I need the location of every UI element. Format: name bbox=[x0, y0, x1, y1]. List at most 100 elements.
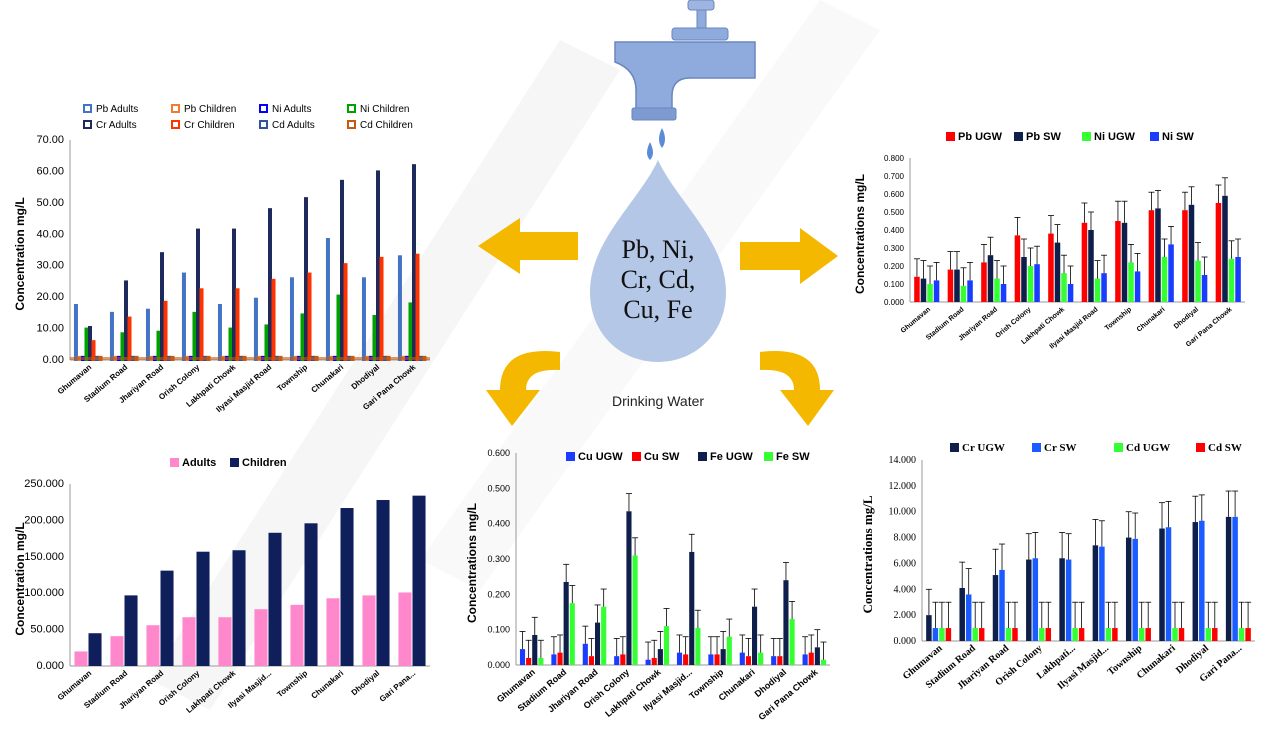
bar bbox=[1112, 628, 1118, 641]
legend-swatch bbox=[171, 120, 180, 129]
metal-list-line: Cu, Fe bbox=[623, 295, 692, 324]
legend-label: Fe SW bbox=[776, 451, 810, 463]
chart-top-right: 0.000 0.100 0.200 0.300 0.400 0.500 0.600 0.700… bbox=[853, 131, 1245, 351]
legend-swatch bbox=[347, 104, 356, 113]
category-label: Ghumavan bbox=[56, 669, 94, 703]
bar bbox=[1225, 516, 1232, 641]
bar bbox=[820, 659, 827, 665]
bar bbox=[254, 609, 268, 666]
bar bbox=[181, 272, 186, 362]
legend-label: Ni UGW bbox=[1094, 131, 1136, 143]
legend-swatch bbox=[764, 452, 773, 461]
bar bbox=[752, 606, 758, 665]
y-tick-label: 100.000 bbox=[24, 587, 64, 599]
bar bbox=[146, 625, 160, 666]
bar bbox=[376, 500, 390, 666]
bar bbox=[218, 617, 232, 666]
y-tick-label: 10.000 bbox=[889, 507, 917, 518]
bar bbox=[264, 324, 269, 361]
bar bbox=[1178, 628, 1185, 641]
y-tick-label: 30.00 bbox=[36, 260, 64, 272]
y-tick-label: 0.300 bbox=[487, 554, 510, 564]
bar bbox=[1067, 284, 1074, 302]
bar bbox=[1212, 628, 1218, 641]
bar bbox=[343, 263, 348, 361]
legend-label: Ni SW bbox=[1162, 131, 1194, 143]
category-label: Dhodiyal bbox=[350, 669, 382, 698]
category-label: Township bbox=[275, 669, 309, 700]
bar bbox=[1125, 537, 1132, 641]
y-axis-label: Concentration mg/L bbox=[13, 522, 27, 635]
legend-swatch bbox=[566, 452, 575, 461]
bar bbox=[1132, 538, 1138, 641]
bar bbox=[720, 649, 726, 665]
bar bbox=[74, 651, 88, 666]
legend-swatch bbox=[946, 132, 955, 141]
bar bbox=[1121, 222, 1128, 302]
bar bbox=[987, 255, 994, 302]
y-tick-label: 10.00 bbox=[36, 323, 64, 335]
legend-label: Adults bbox=[182, 457, 216, 469]
bar bbox=[84, 327, 89, 362]
bar bbox=[1182, 210, 1188, 302]
bar bbox=[253, 297, 258, 362]
bar bbox=[412, 164, 416, 361]
bar bbox=[582, 643, 588, 665]
bar bbox=[967, 280, 973, 302]
metal-list-line: Cr, Cd, bbox=[621, 265, 696, 294]
legend-label: Cr Children bbox=[184, 120, 235, 131]
legend-label: Cr UGW bbox=[962, 442, 1005, 454]
y-tick-label: 0.600 bbox=[487, 448, 510, 458]
category-label: Chunakari bbox=[1136, 306, 1167, 333]
bar bbox=[398, 592, 412, 666]
bar bbox=[1081, 222, 1088, 302]
bar bbox=[325, 238, 330, 361]
bar bbox=[626, 511, 632, 665]
y-tick-label: 0.700 bbox=[884, 172, 905, 181]
chart-bottom-right: 0.000 2.000 4.000 6.000 8.000 10.000 12.000 14.… bbox=[860, 442, 1255, 692]
bar bbox=[1014, 235, 1021, 302]
bar bbox=[1205, 628, 1212, 641]
bar bbox=[1215, 203, 1222, 302]
bar bbox=[777, 656, 783, 665]
bar bbox=[663, 626, 670, 665]
bar bbox=[1034, 264, 1040, 302]
bar bbox=[1161, 257, 1168, 302]
bar bbox=[1165, 527, 1172, 641]
y-tick-label: 0.500 bbox=[884, 208, 905, 217]
bar bbox=[959, 587, 965, 641]
bar bbox=[645, 659, 651, 665]
bar bbox=[972, 628, 978, 641]
bar bbox=[145, 308, 150, 362]
legend-label: Pb UGW bbox=[958, 131, 1003, 143]
bar bbox=[1099, 546, 1105, 641]
category-label: Township bbox=[275, 363, 309, 394]
y-tick-label: 14.000 bbox=[889, 455, 917, 466]
bar bbox=[994, 278, 1000, 302]
bar bbox=[1065, 559, 1072, 641]
bar bbox=[88, 326, 92, 361]
bar bbox=[196, 551, 210, 666]
bar bbox=[789, 619, 795, 665]
legend-swatch bbox=[170, 458, 179, 467]
bar bbox=[412, 495, 426, 666]
bar bbox=[532, 634, 538, 665]
category-label: Dhodiyal bbox=[1173, 306, 1200, 330]
bar bbox=[199, 288, 204, 361]
legend-swatch bbox=[347, 120, 356, 129]
bar bbox=[978, 628, 985, 641]
category-label: Lakhpati Chowk bbox=[603, 666, 663, 719]
bar bbox=[945, 628, 952, 641]
bar bbox=[999, 569, 1005, 641]
y-tick-label: 0.400 bbox=[487, 519, 510, 529]
bar bbox=[726, 636, 732, 665]
legend-label: Cd Children bbox=[360, 120, 413, 131]
legend-label: Pb Adults bbox=[96, 104, 138, 115]
y-tick-label: 60.00 bbox=[36, 165, 64, 177]
legend-label: Children bbox=[242, 457, 287, 469]
bar bbox=[268, 208, 272, 361]
y-tick-label: 200.000 bbox=[24, 514, 64, 526]
y-tick-label: 50.00 bbox=[36, 197, 64, 209]
bar bbox=[415, 253, 420, 361]
y-tick-label: 0.000 bbox=[36, 660, 64, 672]
